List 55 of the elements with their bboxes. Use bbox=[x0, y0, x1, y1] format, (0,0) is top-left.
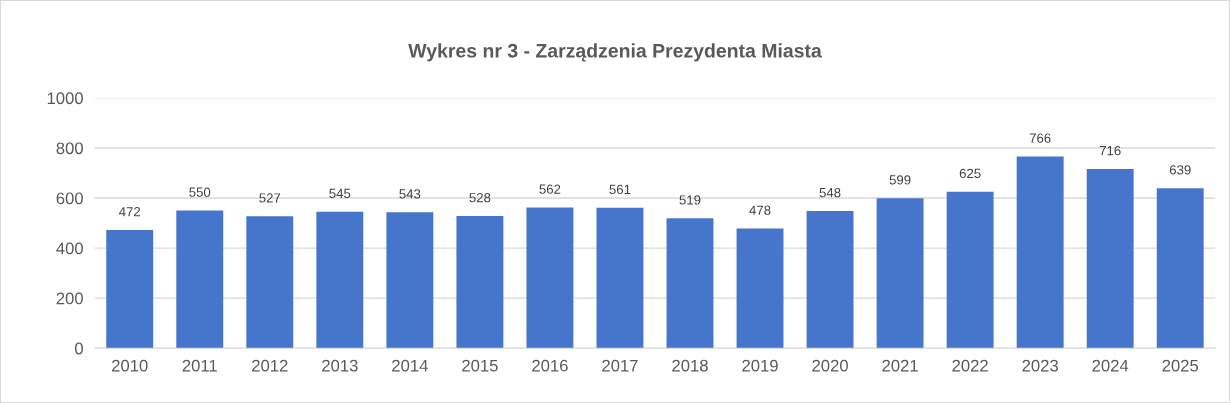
y-tick-label: 0 bbox=[74, 342, 83, 355]
data-label: 625 bbox=[959, 168, 981, 179]
y-tick-label: 600 bbox=[56, 192, 83, 205]
bar bbox=[176, 210, 224, 349]
data-label: 716 bbox=[1099, 145, 1121, 156]
x-tick-label: 2025 bbox=[1162, 359, 1199, 372]
bar bbox=[526, 207, 574, 349]
x-tick-label: 2024 bbox=[1092, 359, 1129, 372]
data-label: 766 bbox=[1029, 133, 1051, 143]
data-label: 599 bbox=[889, 175, 911, 185]
data-label: 519 bbox=[679, 195, 701, 205]
x-tick-label: 2014 bbox=[392, 359, 428, 372]
data-label: 550 bbox=[189, 187, 211, 197]
bar bbox=[246, 216, 294, 349]
data-label: 478 bbox=[749, 205, 771, 215]
x-tick-label: 2022 bbox=[952, 359, 988, 372]
data-label: 528 bbox=[469, 192, 491, 203]
bar bbox=[1016, 156, 1064, 349]
bar bbox=[736, 228, 784, 349]
x-tick-label: 2010 bbox=[112, 359, 148, 372]
x-tick-label: 2015 bbox=[462, 359, 498, 372]
data-label: 545 bbox=[329, 188, 351, 199]
x-tick-label: 2011 bbox=[182, 359, 217, 372]
bar bbox=[876, 198, 924, 349]
bar bbox=[596, 207, 644, 349]
x-tick-label: 2017 bbox=[602, 359, 638, 372]
bar bbox=[316, 211, 364, 349]
y-tick-label: 800 bbox=[56, 142, 83, 155]
data-label: 472 bbox=[119, 207, 141, 217]
x-tick-label: 2019 bbox=[742, 359, 778, 372]
bar bbox=[386, 212, 434, 349]
bar bbox=[806, 211, 854, 349]
data-label: 548 bbox=[819, 187, 841, 198]
bar bbox=[106, 230, 154, 349]
y-tick-label: 400 bbox=[56, 242, 83, 255]
data-label: 527 bbox=[259, 193, 281, 203]
data-label: 543 bbox=[399, 189, 421, 199]
data-label: 639 bbox=[1169, 165, 1191, 175]
x-tick-label: 2020 bbox=[812, 359, 848, 372]
x-tick-label: 2023 bbox=[1022, 359, 1058, 372]
y-tick-label: 200 bbox=[56, 292, 83, 305]
x-tick-label: 2021 bbox=[882, 359, 918, 372]
x-tick-label: 2018 bbox=[672, 359, 708, 372]
data-label: 562 bbox=[539, 184, 561, 194]
x-tick-label: 2013 bbox=[322, 359, 358, 372]
bar bbox=[456, 216, 504, 349]
bar bbox=[1086, 169, 1134, 349]
x-tick-label: 2016 bbox=[532, 359, 568, 372]
y-tick-label: 1000 bbox=[47, 92, 83, 105]
data-label: 561 bbox=[609, 184, 631, 195]
bar bbox=[1156, 188, 1204, 349]
bar bbox=[946, 191, 994, 349]
chart-title: Wykres nr 3 - Zarządzenia Prezydenta Miasta bbox=[408, 43, 822, 62]
x-tick-label: 2012 bbox=[252, 359, 288, 372]
bar bbox=[666, 218, 714, 349]
